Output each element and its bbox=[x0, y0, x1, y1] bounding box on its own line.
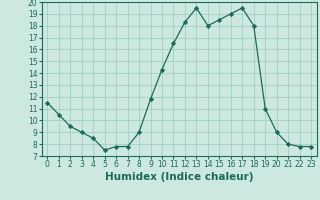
X-axis label: Humidex (Indice chaleur): Humidex (Indice chaleur) bbox=[105, 172, 253, 182]
